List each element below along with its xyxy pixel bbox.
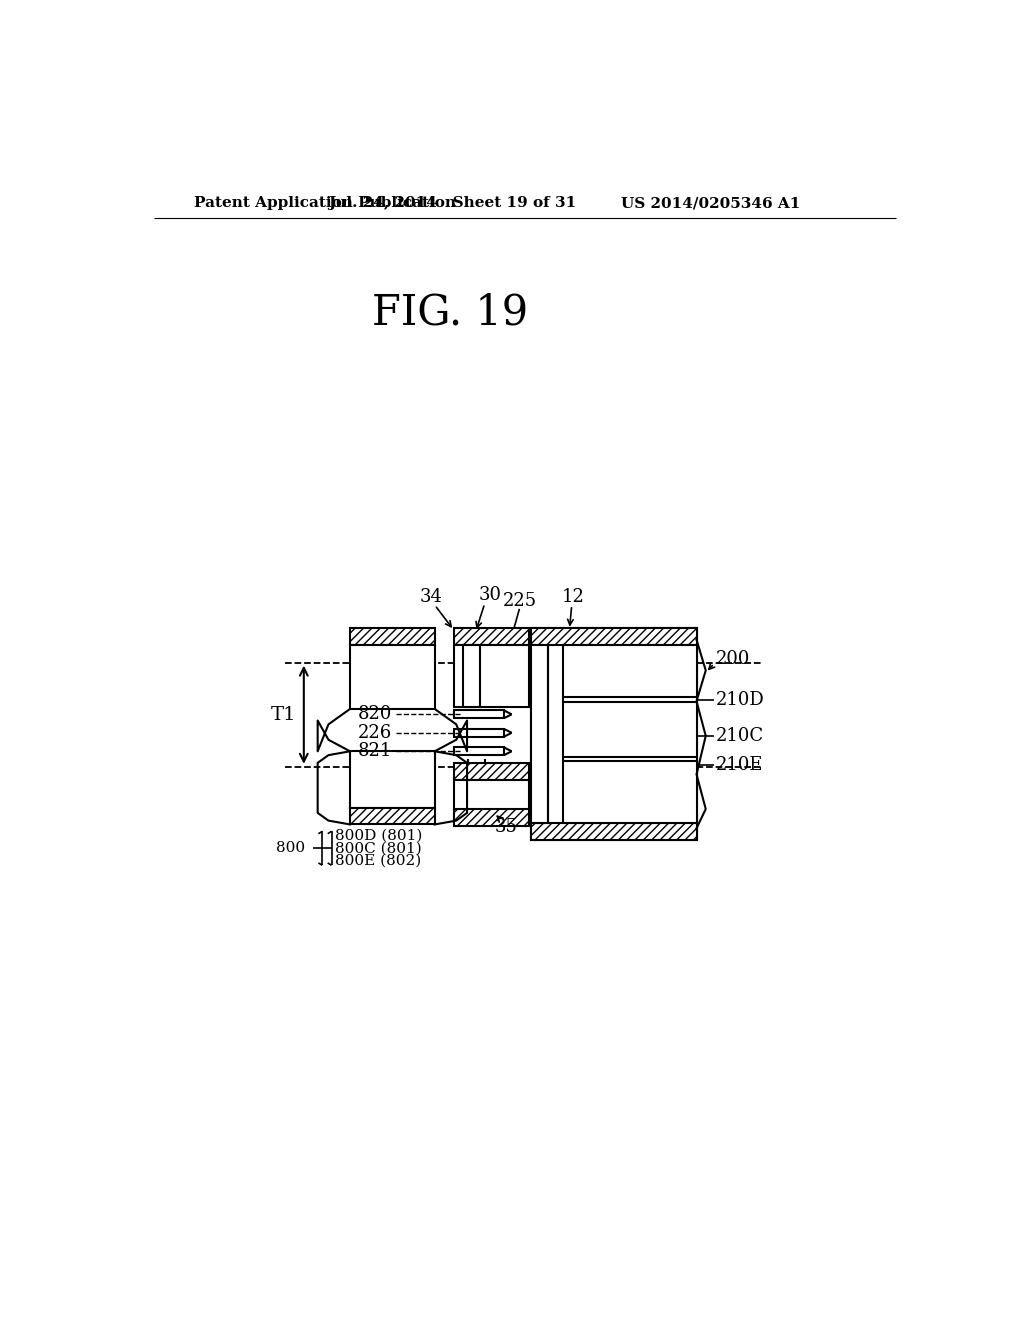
Bar — [454, 729, 504, 737]
Text: US 2014/0205346 A1: US 2014/0205346 A1 — [622, 197, 801, 210]
Text: 210D: 210D — [716, 690, 765, 709]
Bar — [454, 809, 529, 826]
Bar — [531, 628, 696, 840]
Text: 226: 226 — [358, 723, 392, 742]
Bar — [350, 645, 435, 709]
Bar — [350, 628, 435, 645]
Bar — [563, 645, 696, 822]
Text: 800: 800 — [276, 841, 305, 855]
Text: 800D (801): 800D (801) — [335, 829, 422, 843]
Bar — [531, 645, 548, 822]
Bar — [458, 779, 497, 788]
Bar — [454, 628, 529, 645]
Text: 35: 35 — [495, 818, 518, 836]
Bar — [531, 628, 696, 645]
Bar — [454, 645, 529, 706]
Bar — [463, 645, 480, 706]
Bar — [454, 763, 529, 780]
Text: 821: 821 — [358, 742, 392, 760]
Bar — [454, 747, 504, 755]
Bar — [454, 780, 529, 822]
Text: 12: 12 — [562, 589, 585, 606]
Bar — [350, 808, 435, 825]
Text: FIG. 19: FIG. 19 — [372, 292, 528, 334]
Text: 210E: 210E — [716, 756, 763, 774]
Text: Patent Application Publication: Patent Application Publication — [194, 197, 456, 210]
Text: T1: T1 — [270, 706, 296, 723]
Bar — [350, 751, 435, 808]
Text: 800E (802): 800E (802) — [335, 854, 421, 867]
Text: 30: 30 — [478, 586, 502, 605]
Text: 225: 225 — [503, 593, 537, 610]
Text: 210C: 210C — [716, 726, 764, 744]
Text: 200: 200 — [716, 649, 751, 668]
Text: Jul. 24, 2014   Sheet 19 of 31: Jul. 24, 2014 Sheet 19 of 31 — [329, 197, 577, 210]
Text: 820: 820 — [358, 705, 392, 723]
Text: 800C (801): 800C (801) — [335, 841, 421, 855]
Text: 34: 34 — [420, 589, 442, 606]
Bar — [454, 710, 504, 718]
Bar — [531, 822, 696, 840]
